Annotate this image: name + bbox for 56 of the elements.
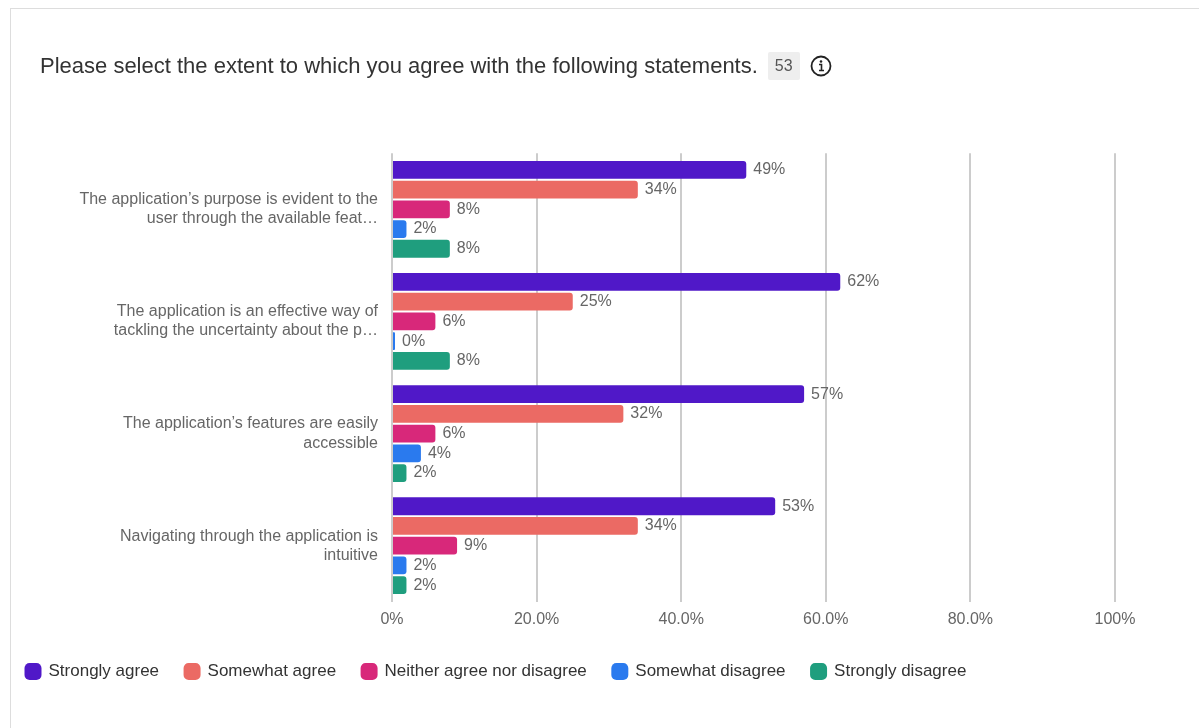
data-label: 2%	[413, 219, 437, 237]
bar	[393, 444, 421, 463]
bar	[393, 536, 458, 555]
data-label: 34%	[644, 516, 677, 534]
legend-label: Strongly disagree	[834, 661, 967, 681]
data-label: 4%	[427, 443, 452, 461]
bar	[393, 517, 638, 535]
text: 53	[767, 52, 800, 80]
legend-label: Strongly agree	[48, 661, 160, 681]
data-label: 2%	[413, 555, 437, 573]
bar	[393, 404, 624, 423]
y-tick-label: The application is an effective way of tackling the uncertainty about the p…	[113, 302, 379, 339]
bar	[393, 160, 747, 179]
data-label: 32%	[630, 404, 663, 422]
data-label: 25%	[579, 292, 612, 310]
bar	[393, 200, 450, 219]
bar	[393, 292, 573, 311]
bar	[393, 576, 407, 595]
bar	[393, 352, 450, 370]
x-tick-label: 100%	[1094, 609, 1136, 627]
bar	[393, 239, 450, 258]
bar	[393, 220, 407, 238]
bar	[393, 497, 776, 516]
y-tick-label: Navigating through the application is intuitive	[120, 526, 379, 563]
data-label: 8%	[456, 199, 480, 217]
chart-title: Please select the extent to which you agree with the following statements.	[40, 53, 758, 79]
bar	[393, 385, 805, 403]
x-tick-label: 20.0%	[513, 609, 560, 627]
x-tick-label: 40.0%	[658, 609, 704, 627]
data-label: 34%	[644, 179, 677, 197]
y-tick-label: The application’s purpose is evident to the user through the available feat…	[79, 190, 379, 227]
data-label: 6%	[442, 311, 466, 329]
data-label: 8%	[456, 239, 480, 257]
data-label: 62%	[847, 272, 880, 290]
bar	[393, 273, 841, 291]
legend-label: Somewhat agree	[207, 661, 337, 681]
data-label: 6%	[442, 423, 466, 441]
bar	[393, 180, 638, 199]
bar	[393, 312, 436, 331]
bar	[393, 556, 407, 575]
x-tick-label: 80.0%	[947, 609, 994, 627]
bar	[393, 464, 407, 482]
y-tick-label: The application’s features are easily accessible	[123, 414, 379, 451]
bar	[393, 424, 436, 443]
data-label: 2%	[413, 463, 437, 481]
x-tick-label: 0%	[380, 609, 404, 627]
legend-label: Neither agree nor disagree	[384, 661, 587, 681]
x-tick-label: 60.0%	[803, 609, 849, 627]
data-label: 2%	[413, 575, 437, 593]
data-label: 49%	[753, 160, 786, 178]
data-label: 57%	[811, 384, 844, 402]
legend-label: Somewhat disagree	[635, 661, 786, 681]
data-label: 9%	[464, 536, 488, 554]
data-label: 8%	[456, 351, 480, 369]
data-label: 53%	[782, 496, 815, 514]
data-label: 0%	[402, 331, 426, 349]
